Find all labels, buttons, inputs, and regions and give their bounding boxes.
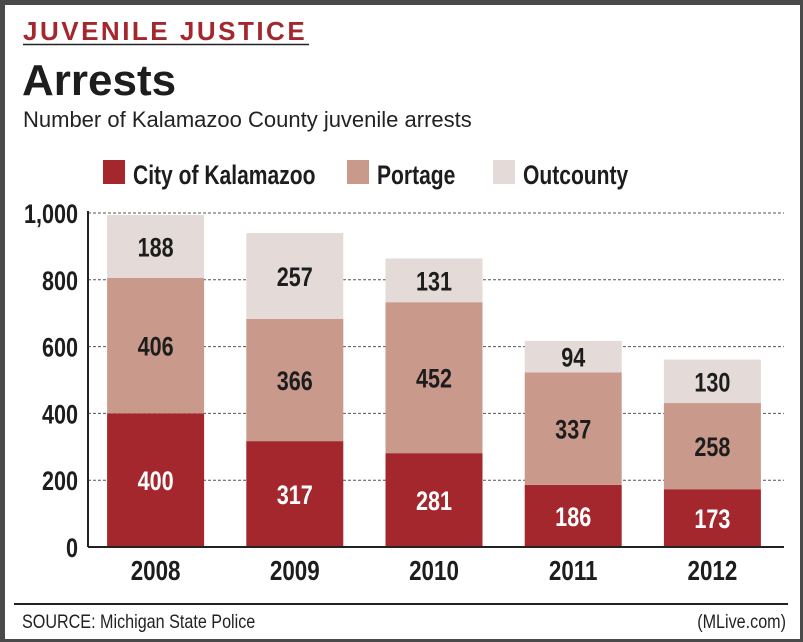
data-label: 281 <box>416 487 452 517</box>
kicker: JUVENILE JUSTICE <box>23 16 307 46</box>
bar-city-2010 <box>385 453 483 547</box>
data-label: 452 <box>416 364 452 394</box>
legend-label-outcounty: Outcounty <box>523 161 629 191</box>
data-label: 186 <box>555 503 591 533</box>
source-note: SOURCE: Michigan State Police <box>22 611 255 633</box>
bar-city-2008 <box>107 413 205 547</box>
data-label: 188 <box>138 233 174 263</box>
bar-portage-2010 <box>385 302 483 454</box>
legend: City of Kalamazoo Portage Outcounty <box>103 160 629 191</box>
bar-outcounty-2011 <box>524 340 622 373</box>
x-tick-label: 2009 <box>270 556 320 587</box>
data-label: 130 <box>694 368 730 398</box>
chart-title: Arrests <box>22 56 176 105</box>
legend-swatch-city <box>103 160 125 184</box>
y-tick-label: 800 <box>42 267 78 297</box>
legend-swatch-outcounty <box>493 160 515 184</box>
bar-outcounty-2010 <box>385 258 483 303</box>
data-label: 337 <box>555 415 591 445</box>
bar-outcounty-2012 <box>663 359 761 404</box>
x-tick-label: 2010 <box>409 556 459 587</box>
data-label: 94 <box>561 343 585 373</box>
bar-city-2012 <box>663 489 761 547</box>
legend-swatch-portage <box>347 160 369 184</box>
bar-portage-2012 <box>663 403 761 490</box>
y-tick-label: 0 <box>66 534 78 564</box>
chart-subtitle: Number of Kalamazoo County juvenile arre… <box>23 107 472 132</box>
bar-outcounty-2009 <box>246 233 344 319</box>
bars: 400 406 188 2008 317 366 257 2009 281 452 131 2010 1… <box>107 215 761 587</box>
bar-portage-2008 <box>107 277 205 414</box>
data-label: 131 <box>416 267 452 297</box>
bar-outcounty-2008 <box>107 215 205 278</box>
x-tick-label: 2011 <box>549 556 598 587</box>
x-tick-label: 2008 <box>131 556 181 587</box>
data-label: 317 <box>277 481 313 511</box>
data-label: 406 <box>138 332 174 362</box>
y-tick-label: 200 <box>42 467 78 497</box>
credit: (MLive.com) <box>697 611 786 633</box>
x-tick-label: 2012 <box>687 556 737 587</box>
bar-portage-2011 <box>524 372 622 485</box>
bar-city-2011 <box>524 484 622 547</box>
bar-city-2009 <box>246 441 344 547</box>
y-tick-label: 600 <box>42 333 78 363</box>
y-tick-label: 400 <box>42 400 78 430</box>
data-label: 258 <box>694 433 730 463</box>
data-label: 257 <box>277 263 313 293</box>
data-label: 173 <box>694 505 730 535</box>
y-tick-label: 1,000 <box>24 200 78 230</box>
axes <box>87 211 784 548</box>
data-label: 366 <box>277 367 313 397</box>
data-label: 400 <box>138 467 174 497</box>
legend-label-city: City of Kalamazoo <box>133 161 315 191</box>
legend-label-portage: Portage <box>377 161 455 191</box>
bar-portage-2009 <box>246 318 344 442</box>
